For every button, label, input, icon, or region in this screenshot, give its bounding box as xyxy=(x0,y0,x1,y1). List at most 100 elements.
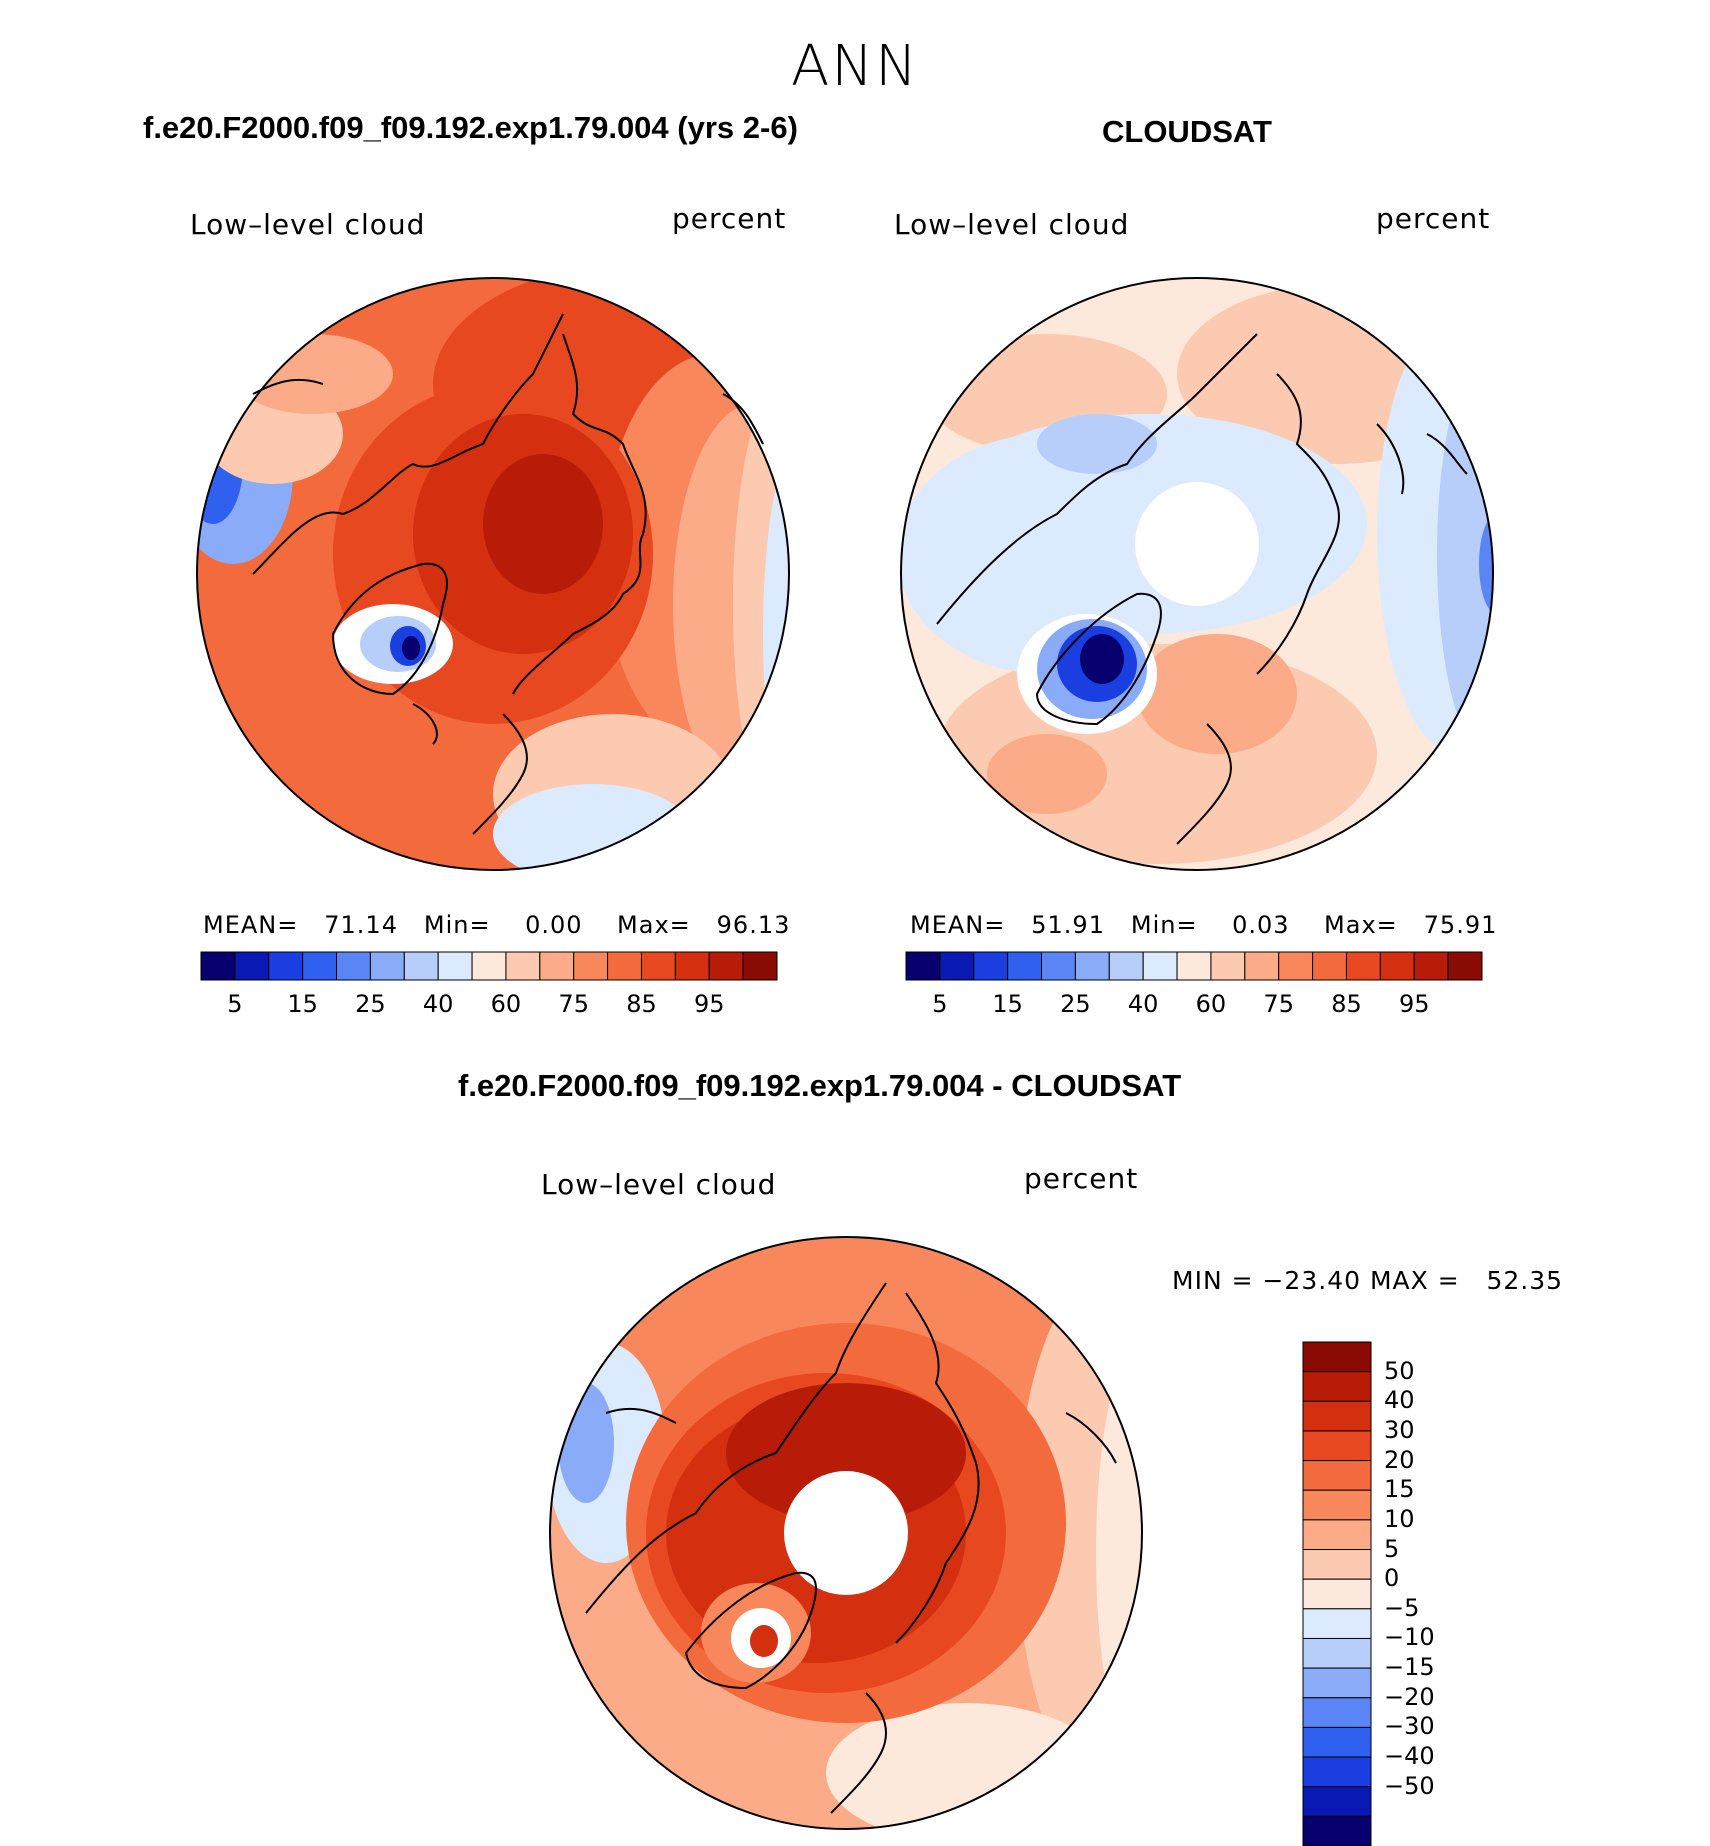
left-colorbar-tick-label: 60 xyxy=(490,990,522,1018)
diff-colorbar-tick-label: 40 xyxy=(1384,1386,1415,1415)
right-mean-value: 51.91 xyxy=(1031,911,1105,939)
right-max-value: 75.91 xyxy=(1423,911,1498,939)
left-max-label: Max= xyxy=(617,911,691,939)
left-panel-title: f.e20.F2000.f09_f09.192.exp1.79.004 (yrs… xyxy=(143,110,798,145)
diff-colorbar-tick-label: 0 xyxy=(1384,1564,1400,1593)
left-colorbar-swatch xyxy=(573,951,609,981)
left-colorbar-swatch xyxy=(302,951,338,981)
right-variable-label: Low–level cloud xyxy=(894,208,1130,241)
left-colorbar-tick-label: 5 xyxy=(227,990,243,1018)
diff-colorbar-tick-label: −40 xyxy=(1384,1742,1435,1771)
left-colorbar-swatch xyxy=(200,951,236,981)
diff-colorbar-swatch xyxy=(1302,1697,1372,1728)
left-colorbar-tick-label: 25 xyxy=(355,990,386,1018)
right-colorbar-tick-label: 60 xyxy=(1195,990,1227,1018)
diff-colorbar-ticks: 50 40 30 20 15 10 5 0 −5 −10 −15 −20 −30 −40 −50 xyxy=(1384,1342,1484,1846)
left-max-value: 96.13 xyxy=(716,911,791,939)
left-min-value: 0.00 xyxy=(525,911,583,939)
diff-colorbar-swatch xyxy=(1302,1519,1372,1551)
right-colorbar-swatch xyxy=(939,951,975,981)
right-colorbar-swatch xyxy=(1142,951,1178,981)
right-colorbar-tick-label: 40 xyxy=(1127,990,1159,1018)
diff-colorbar-tick-label: 30 xyxy=(1384,1415,1415,1444)
diff-colorbar-swatch xyxy=(1302,1371,1372,1402)
diff-colorbar-swatch xyxy=(1302,1460,1372,1491)
right-colorbar-swatch xyxy=(1108,951,1144,981)
diff-colorbar-swatch xyxy=(1302,1549,1372,1580)
left-colorbar-swatch xyxy=(674,951,710,981)
left-colorbar-swatch xyxy=(640,951,676,981)
right-colorbar-swatch xyxy=(1007,951,1043,981)
left-colorbar-swatch xyxy=(336,951,371,981)
left-colorbar-swatch xyxy=(505,951,541,981)
diff-colorbar-tick-label: 50 xyxy=(1384,1356,1415,1385)
diff-colorbar-swatch xyxy=(1302,1726,1372,1758)
left-colorbar-tick-label: 85 xyxy=(626,990,657,1018)
difference-polar-map xyxy=(549,1236,1143,1830)
diff-panel-title: f.e20.F2000.f09_f09.192.exp1.79.004 - CL… xyxy=(458,1068,1182,1103)
diff-colorbar-swatch xyxy=(1302,1756,1372,1788)
left-colorbar-tick-label: 95 xyxy=(693,990,725,1018)
left-mean-label: MEAN= xyxy=(203,911,299,939)
diff-colorbar-tick-label: −50 xyxy=(1384,1771,1435,1800)
right-colorbar-tick-label: 85 xyxy=(1331,990,1362,1018)
left-stats: MEAN= 71.14 Min= 0.00 Max= 96.13 xyxy=(203,911,790,939)
right-colorbar-swatch xyxy=(1041,951,1076,981)
left-colorbar-tick-label: 15 xyxy=(287,990,318,1018)
left-colorbar-swatch xyxy=(268,951,304,981)
left-colorbar-swatch xyxy=(437,951,473,981)
right-max-label: Max= xyxy=(1324,911,1398,939)
left-colorbar-swatch xyxy=(539,951,575,981)
right-colorbar-ticks: 5 15 25 40 60 75 85 95 xyxy=(906,990,1482,1020)
right-colorbar-swatch xyxy=(973,951,1009,981)
right-stats: MEAN= 51.91 Min= 0.03 Max= 75.91 xyxy=(910,911,1497,939)
diff-colorbar-swatch xyxy=(1302,1667,1372,1699)
right-colorbar-tick-label: 25 xyxy=(1060,990,1091,1018)
diff-colorbar-tick-label: −5 xyxy=(1384,1593,1420,1622)
diff-colorbar-tick-label: 10 xyxy=(1384,1504,1415,1533)
right-colorbar-swatch xyxy=(1447,951,1483,981)
left-colorbar-swatch xyxy=(607,951,642,981)
right-colorbar-swatch xyxy=(905,951,941,981)
right-colorbar-swatch xyxy=(1413,951,1449,981)
diff-colorbar-tick-label: 15 xyxy=(1384,1475,1415,1504)
diff-colorbar-swatch xyxy=(1302,1400,1372,1432)
right-colorbar-swatch xyxy=(1176,951,1212,981)
diff-colorbar-swatch xyxy=(1302,1430,1372,1462)
right-colorbar-swatch xyxy=(1345,951,1381,981)
left-colorbar-ticks: 5 15 25 40 60 75 85 95 xyxy=(201,990,777,1020)
left-colorbar-swatch xyxy=(742,951,778,981)
left-colorbar-tick-label: 75 xyxy=(558,990,589,1018)
left-colorbar-swatch xyxy=(234,951,270,981)
left-colorbar-swatch xyxy=(369,951,405,981)
left-variable-label: Low–level cloud xyxy=(190,208,426,241)
right-colorbar-swatch xyxy=(1244,951,1280,981)
left-colorbar-tick-label: 40 xyxy=(422,990,454,1018)
diff-colorbar-tick-label: 20 xyxy=(1384,1445,1415,1474)
left-polar-map xyxy=(196,277,790,871)
diff-colorbar-tick-label: −30 xyxy=(1384,1712,1435,1741)
right-min-value: 0.03 xyxy=(1232,911,1290,939)
right-panel-title: CLOUDSAT xyxy=(1102,114,1272,149)
right-mean-label: MEAN= xyxy=(910,911,1006,939)
diff-colorbar-swatch xyxy=(1302,1578,1372,1610)
right-colorbar xyxy=(905,951,1483,981)
left-mean-value: 71.14 xyxy=(324,911,398,939)
left-colorbar-swatch xyxy=(403,951,439,981)
diff-colorbar-swatch xyxy=(1302,1786,1372,1817)
diff-colorbar-tick-label: −15 xyxy=(1384,1653,1435,1682)
left-units-label: percent xyxy=(672,202,787,235)
right-colorbar-swatch xyxy=(1312,951,1347,981)
diff-colorbar-tick-label: 5 xyxy=(1384,1534,1400,1563)
diff-colorbar-tick-label: −10 xyxy=(1384,1623,1435,1652)
right-colorbar-tick-label: 75 xyxy=(1263,990,1294,1018)
diff-colorbar xyxy=(1302,1341,1372,1846)
diff-colorbar-swatch xyxy=(1302,1815,1372,1846)
diff-colorbar-swatch xyxy=(1302,1637,1372,1669)
left-colorbar-swatch xyxy=(708,951,744,981)
diff-colorbar-tick-label: −20 xyxy=(1384,1682,1435,1711)
left-colorbar-swatch xyxy=(471,951,507,981)
right-colorbar-tick-label: 5 xyxy=(932,990,948,1018)
left-colorbar xyxy=(200,951,778,981)
right-colorbar-tick-label: 95 xyxy=(1398,990,1430,1018)
